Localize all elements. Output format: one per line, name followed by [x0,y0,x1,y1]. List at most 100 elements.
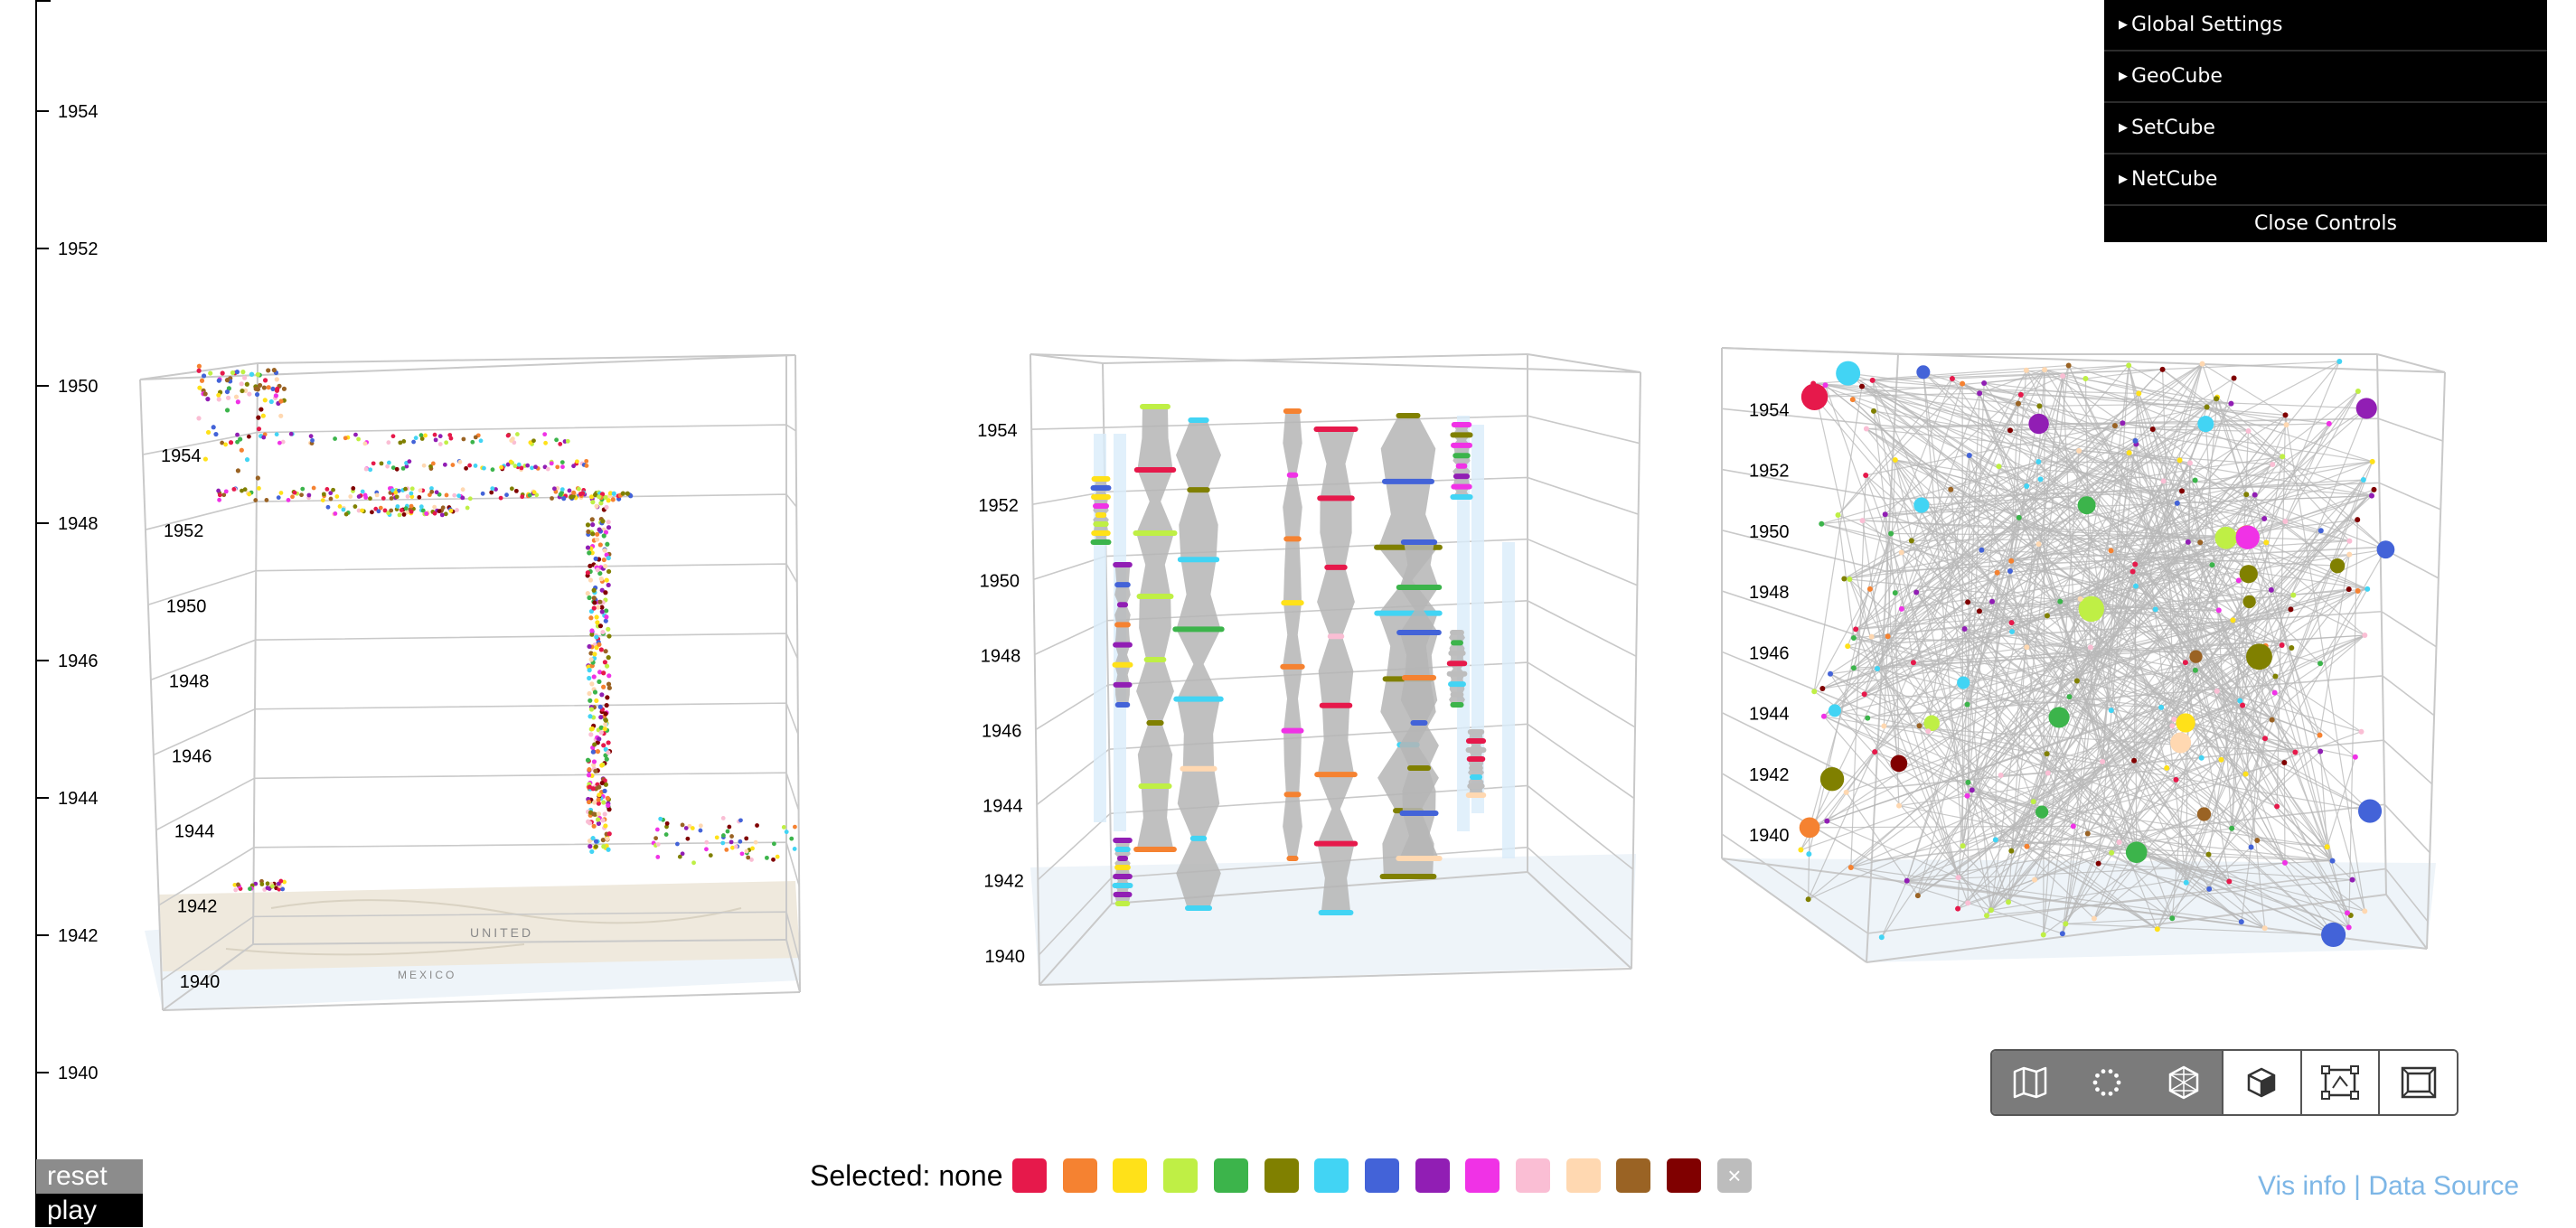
geo-point[interactable] [333,436,337,441]
set-marker[interactable] [1314,841,1358,847]
geo-point[interactable] [607,831,612,836]
net-node[interactable] [1896,803,1902,809]
geo-point[interactable] [221,370,225,375]
net-node[interactable] [2369,493,2374,499]
net-node[interactable] [1965,702,1970,708]
set-marker[interactable] [1396,413,1420,418]
geo-point[interactable] [257,486,261,491]
geo-point[interactable] [344,512,349,517]
frame-icon[interactable] [2378,1051,2457,1114]
vis-info-link[interactable]: Vis info [2258,1171,2346,1201]
net-node[interactable] [2009,620,2015,625]
net-node[interactable] [2076,448,2082,454]
geo-point[interactable] [569,494,574,499]
geo-point[interactable] [606,520,611,524]
geo-point[interactable] [601,743,606,747]
net-node[interactable] [2272,690,2278,696]
geo-point[interactable] [289,432,294,436]
net-node[interactable] [2169,915,2175,921]
set-marker[interactable] [1091,485,1112,491]
net-node[interactable] [2173,777,2178,783]
set-marker[interactable] [1091,539,1112,545]
geo-point[interactable] [611,497,616,502]
geo-point[interactable] [240,370,245,374]
set-marker[interactable] [1317,495,1355,501]
geo-point[interactable] [368,496,372,501]
geo-point[interactable] [621,492,625,496]
geo-point[interactable] [744,836,748,840]
geo-point[interactable] [603,590,607,595]
geo-point[interactable] [520,494,524,499]
net-node[interactable] [2024,368,2029,373]
geo-point[interactable] [528,493,532,498]
geo-point[interactable] [658,817,663,821]
net-node[interactable] [2150,427,2156,432]
set-marker[interactable] [1328,633,1344,639]
geo-point[interactable] [213,432,218,436]
set-marker[interactable] [1113,642,1133,648]
net-node[interactable] [1977,390,1982,396]
geo-point[interactable] [594,504,598,509]
net-node[interactable] [1996,464,2001,469]
geo-point[interactable] [597,494,601,499]
net-node[interactable] [2246,643,2272,670]
geo-point[interactable] [491,467,495,472]
net-node[interactable] [2060,931,2065,936]
geo-point[interactable] [599,692,604,697]
net-node[interactable] [2282,519,2288,524]
geo-point[interactable] [449,436,454,441]
geo-point[interactable] [376,509,381,513]
geo-point[interactable] [593,769,597,773]
geo-point[interactable] [587,767,591,772]
geo-point[interactable] [398,513,402,518]
net-node[interactable] [2209,562,2214,567]
cube-icon[interactable] [2222,1051,2300,1114]
geo-point[interactable] [604,608,608,613]
set-marker[interactable] [1091,530,1111,536]
geo-point[interactable] [603,660,607,664]
net-node[interactable] [2239,919,2244,924]
geo-point[interactable] [587,676,591,680]
set-marker[interactable] [1138,783,1171,789]
geo-point[interactable] [514,489,519,493]
geo-point[interactable] [592,759,597,764]
geo-point[interactable] [593,689,597,694]
set-marker[interactable] [1144,657,1167,662]
geo-point[interactable] [418,488,423,492]
geo-point[interactable] [216,393,221,398]
net-node[interactable] [1965,599,1970,605]
geo-point[interactable] [571,491,576,495]
geo-point[interactable] [603,823,607,828]
geo-point[interactable] [470,440,475,445]
geo-point[interactable] [196,416,201,420]
net-node[interactable] [1824,819,1829,824]
geo-point[interactable] [589,681,594,686]
geo-point[interactable] [604,711,608,716]
net-node[interactable] [1851,665,1857,670]
set-marker[interactable] [1467,756,1486,762]
geo-point[interactable] [655,855,660,859]
geo-point[interactable] [414,436,418,440]
net-node[interactable] [2183,660,2188,665]
set-marker[interactable] [1396,585,1443,590]
geo-point[interactable] [782,825,786,830]
net-node[interactable] [2292,750,2298,755]
geo-point[interactable] [403,487,408,492]
geo-point[interactable] [590,726,595,731]
geo-point[interactable] [395,494,400,499]
geo-point[interactable] [371,461,376,465]
net-node[interactable] [2200,361,2205,367]
folder-global-settings[interactable]: ▶ Global Settings [2104,0,2547,52]
geo-point[interactable] [776,855,780,859]
net-node[interactable] [1847,577,1852,582]
set-marker[interactable] [1468,729,1484,735]
net-node[interactable] [1867,586,1873,592]
net-node[interactable] [2127,450,2132,455]
net-node[interactable] [2117,839,2122,845]
color-swatch[interactable] [1516,1158,1550,1193]
net-node[interactable] [1950,376,1955,381]
geo-point[interactable] [721,816,726,820]
geo-point[interactable] [247,492,251,497]
net-node[interactable] [2346,539,2352,544]
